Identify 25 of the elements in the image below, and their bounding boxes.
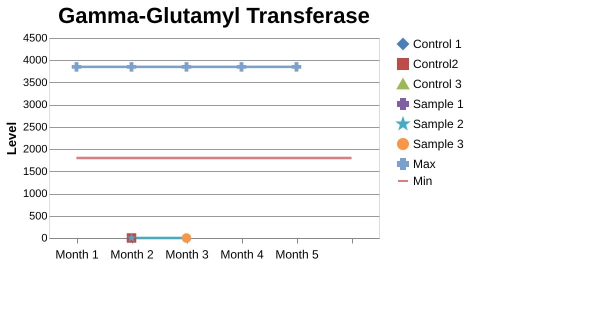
x-tick-label: Month 3 [165, 248, 210, 262]
y-tick-label: 1500 [23, 166, 48, 178]
legend-label: Control 3 [413, 77, 462, 91]
x-tick-label: Month 5 [275, 248, 320, 262]
y-tick-label: 4500 [23, 32, 48, 44]
legend-label: Sample 2 [413, 117, 464, 131]
y-axis-title: Level [4, 122, 20, 156]
y-tick-label: 2500 [23, 121, 48, 134]
x-tick-label: Month 2 [110, 248, 154, 262]
y-tick-label: 4000 [23, 54, 48, 67]
legend-label: Sample 1 [413, 97, 464, 111]
y-tick-label: 3500 [23, 76, 48, 89]
legend-label: Min [413, 174, 432, 188]
x-tick-label: Month 4 [220, 248, 264, 262]
y-tick-label: 1000 [23, 188, 48, 200]
y-tick-label: 500 [29, 210, 48, 222]
legend-label: Sample 3 [413, 137, 464, 151]
x-tick-label: Month 1 [55, 248, 100, 262]
legend-label: Control2 [413, 57, 459, 71]
y-tick-label: 3000 [23, 99, 48, 112]
legend-label: Max [413, 157, 436, 171]
y-tick-label: 2000 [23, 144, 48, 156]
legend-label: Control 1 [413, 37, 462, 51]
y-tick-label: 0 [41, 232, 48, 244]
chart-title: Gamma-Glutamyl Transferase [58, 3, 370, 28]
